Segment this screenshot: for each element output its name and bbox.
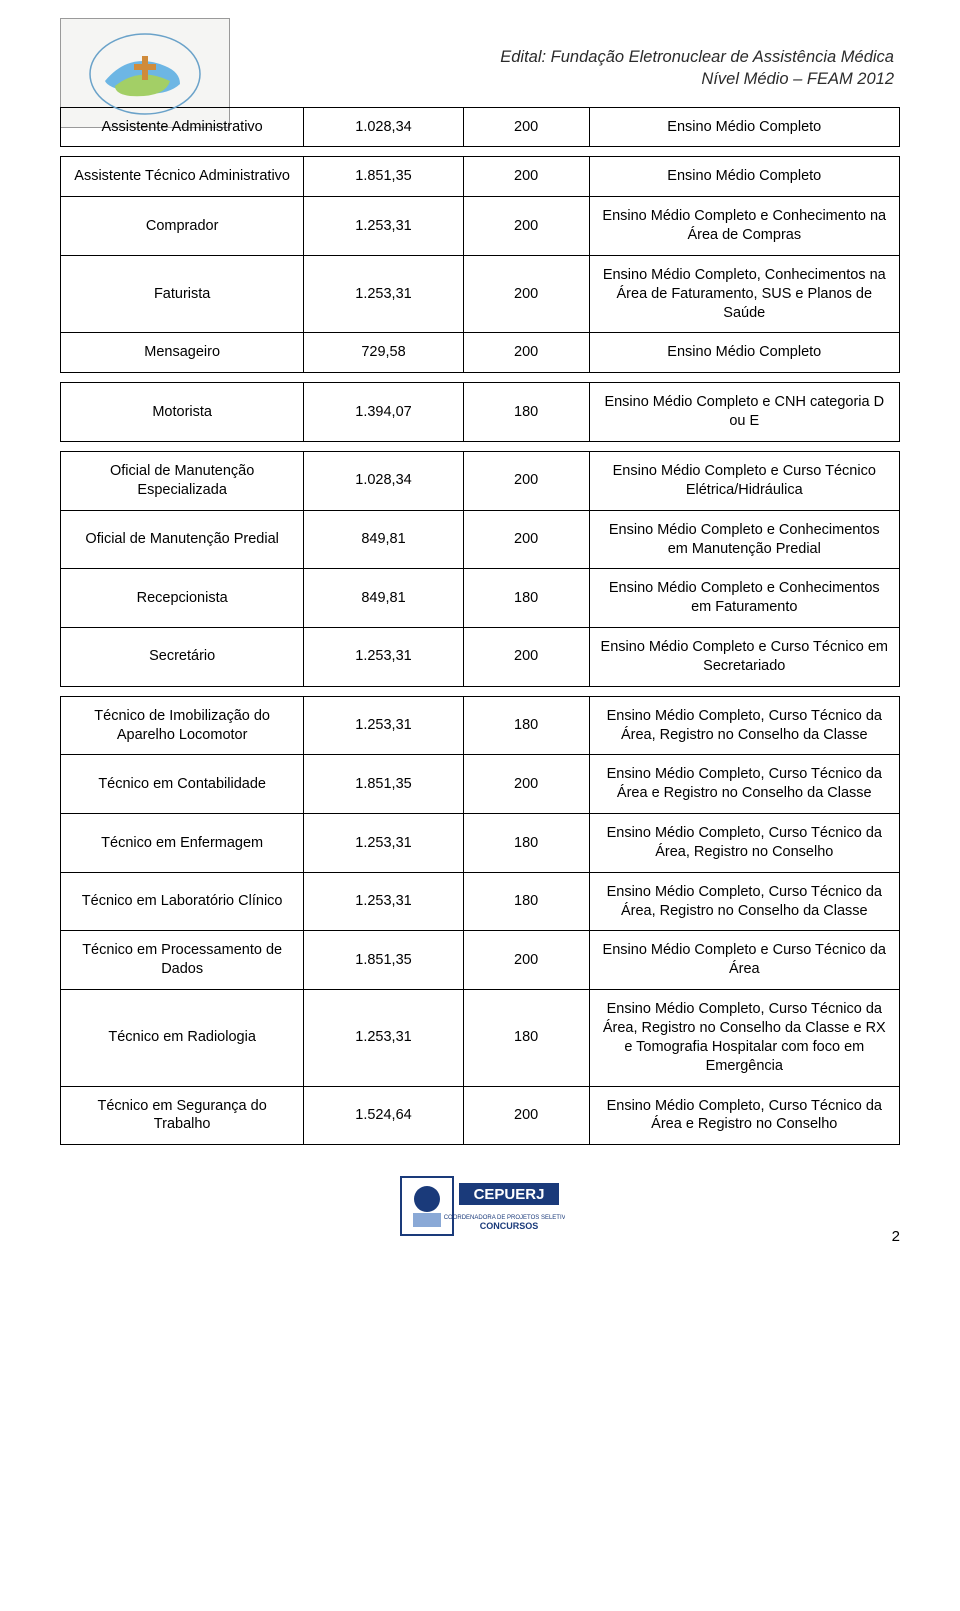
table-row: Oficial de Manutenção Especializada1.028… [61, 451, 900, 510]
table-row: Recepcionista849,81180Ensino Médio Compl… [61, 569, 900, 628]
salary-value: 1.253,31 [304, 990, 463, 1086]
requirement-text: Ensino Médio Completo, Curso Técnico da … [589, 696, 899, 755]
hours-value: 180 [463, 872, 589, 931]
hours-value: 200 [463, 333, 589, 373]
table-row: Comprador1.253,31200Ensino Médio Complet… [61, 197, 900, 256]
table-row: Mensageiro729,58200Ensino Médio Completo [61, 333, 900, 373]
position-label: Técnico em Radiologia [61, 990, 304, 1086]
requirement-text: Ensino Médio Completo e Curso Técnico El… [589, 451, 899, 510]
table-row: Técnico em Segurança do Trabalho1.524,64… [61, 1086, 900, 1145]
hours-value: 200 [463, 451, 589, 510]
requirement-text: Ensino Médio Completo e Conhecimentos em… [589, 569, 899, 628]
hours-value: 200 [463, 628, 589, 687]
salary-value: 729,58 [304, 333, 463, 373]
hours-value: 200 [463, 255, 589, 333]
position-label: Técnico em Segurança do Trabalho [61, 1086, 304, 1145]
hours-value: 180 [463, 696, 589, 755]
salary-value: 1.253,31 [304, 628, 463, 687]
position-label: Motorista [61, 383, 304, 442]
requirement-text: Ensino Médio Completo, Curso Técnico da … [589, 990, 899, 1086]
hours-value: 200 [463, 510, 589, 569]
hours-value: 200 [463, 107, 589, 147]
requirement-text: Ensino Médio Completo [589, 333, 899, 373]
table-row: Oficial de Manutenção Predial849,81200En… [61, 510, 900, 569]
requirement-text: Ensino Médio Completo e Curso Técnico da… [589, 931, 899, 990]
salary-value: 1.253,31 [304, 872, 463, 931]
table-row: Técnico em Radiologia1.253,31180Ensino M… [61, 990, 900, 1086]
table-row: Faturista1.253,31200Ensino Médio Complet… [61, 255, 900, 333]
hours-value: 180 [463, 990, 589, 1086]
footer: CEPUERJ COORDENADORA DE PROJETOS SELETIV… [60, 1171, 900, 1241]
position-label: Recepcionista [61, 569, 304, 628]
table-row: Motorista1.394,07180Ensino Médio Complet… [61, 383, 900, 442]
group-spacer [61, 686, 900, 696]
salary-value: 849,81 [304, 569, 463, 628]
position-label: Oficial de Manutenção Predial [61, 510, 304, 569]
salary-value: 849,81 [304, 510, 463, 569]
position-label: Assistente Técnico Administrativo [61, 157, 304, 197]
position-label: Faturista [61, 255, 304, 333]
hours-value: 180 [463, 383, 589, 442]
footer-logo: CEPUERJ COORDENADORA DE PROJETOS SELETIV… [395, 1171, 565, 1241]
requirement-text: Ensino Médio Completo e Conhecimento na … [589, 197, 899, 256]
table-row: Técnico em Enfermagem1.253,31180Ensino M… [61, 814, 900, 873]
group-spacer [61, 373, 900, 383]
svg-text:CONCURSOS: CONCURSOS [480, 1221, 539, 1231]
requirement-text: Ensino Médio Completo, Conhecimentos na … [589, 255, 899, 333]
salary-value: 1.851,35 [304, 157, 463, 197]
table-row: Técnico em Laboratório Clínico1.253,3118… [61, 872, 900, 931]
table-row: Assistente Técnico Administrativo1.851,3… [61, 157, 900, 197]
requirement-text: Ensino Médio Completo e Conhecimentos em… [589, 510, 899, 569]
salary-value: 1.253,31 [304, 814, 463, 873]
table-row: Técnico em Contabilidade1.851,35200Ensin… [61, 755, 900, 814]
position-label: Secretário [61, 628, 304, 687]
requirement-text: Ensino Médio Completo e Curso Técnico em… [589, 628, 899, 687]
hours-value: 200 [463, 931, 589, 990]
position-label: Técnico em Laboratório Clínico [61, 872, 304, 931]
requirement-text: Ensino Médio Completo, Curso Técnico da … [589, 1086, 899, 1145]
position-label: Oficial de Manutenção Especializada [61, 451, 304, 510]
position-label: Técnico em Enfermagem [61, 814, 304, 873]
requirement-text: Ensino Médio Completo [589, 157, 899, 197]
salary-value: 1.851,35 [304, 755, 463, 814]
hours-value: 200 [463, 1086, 589, 1145]
svg-text:CEPUERJ: CEPUERJ [474, 1186, 545, 1203]
position-label: Mensageiro [61, 333, 304, 373]
position-label: Técnico em Processamento de Dados [61, 931, 304, 990]
group-spacer [61, 441, 900, 451]
top-logo [60, 18, 230, 128]
table-row: Técnico de Imobilização do Aparelho Loco… [61, 696, 900, 755]
hours-value: 200 [463, 157, 589, 197]
positions-table: Assistente Administrativo1.028,34200Ensi… [60, 107, 900, 1146]
salary-value: 1.028,34 [304, 451, 463, 510]
position-label: Técnico em Contabilidade [61, 755, 304, 814]
position-label: Técnico de Imobilização do Aparelho Loco… [61, 696, 304, 755]
requirement-text: Ensino Médio Completo, Curso Técnico da … [589, 755, 899, 814]
table-row: Secretário1.253,31200Ensino Médio Comple… [61, 628, 900, 687]
salary-value: 1.253,31 [304, 197, 463, 256]
salary-value: 1.253,31 [304, 696, 463, 755]
salary-value: 1.253,31 [304, 255, 463, 333]
requirement-text: Ensino Médio Completo [589, 107, 899, 147]
group-spacer [61, 147, 900, 157]
table-row: Técnico em Processamento de Dados1.851,3… [61, 931, 900, 990]
salary-value: 1.851,35 [304, 931, 463, 990]
hours-value: 200 [463, 755, 589, 814]
hours-value: 180 [463, 569, 589, 628]
position-label: Comprador [61, 197, 304, 256]
hours-value: 200 [463, 197, 589, 256]
requirement-text: Ensino Médio Completo, Curso Técnico da … [589, 814, 899, 873]
requirement-text: Ensino Médio Completo e CNH categoria D … [589, 383, 899, 442]
salary-value: 1.524,64 [304, 1086, 463, 1145]
salary-value: 1.028,34 [304, 107, 463, 147]
salary-value: 1.394,07 [304, 383, 463, 442]
hours-value: 180 [463, 814, 589, 873]
page-number: 2 [892, 1228, 900, 1245]
requirement-text: Ensino Médio Completo, Curso Técnico da … [589, 872, 899, 931]
